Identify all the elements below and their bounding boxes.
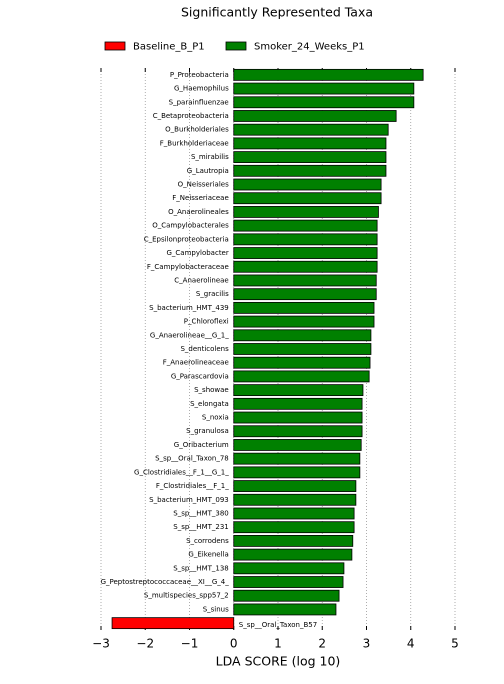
x-tick-label: 1 (274, 637, 282, 651)
chart-title: Significantly Represented Taxa (181, 5, 373, 20)
category-label: C_Anaerolineae (174, 276, 228, 284)
legend-swatch (225, 41, 247, 51)
x-tick-label: −2 (136, 637, 154, 651)
category-label: S_noxia (202, 414, 229, 422)
x-tick-label: 2 (318, 637, 326, 651)
bar (233, 452, 361, 465)
category-label: O_Campylobacterales (152, 222, 229, 230)
bar (233, 151, 387, 163)
x-axis-label: LDA SCORE (log 10) (216, 654, 341, 669)
bar (233, 507, 355, 520)
category-label: G_Campylobacter (167, 249, 229, 257)
category-label: G_Lautropia (187, 167, 229, 175)
category-label: G_Haemophilus (174, 85, 229, 93)
bar (233, 137, 387, 150)
bar (233, 603, 337, 616)
legend-swatch (104, 41, 126, 51)
bar (233, 370, 370, 383)
category-label: G_Anaerolineae__G_1_ (150, 331, 229, 339)
bar (233, 219, 378, 232)
category-label: S_elongata (190, 400, 229, 408)
category-label: G_Clostridiales__F_1__G_1_ (134, 468, 229, 476)
bar (233, 356, 371, 369)
bar (233, 589, 340, 602)
bar (233, 535, 354, 547)
bar (233, 343, 372, 355)
category-label: S_denticolens (180, 345, 229, 353)
category-label: G_Parascardovia (171, 372, 229, 380)
category-label: S_sp__Oral_Taxon_78 (155, 455, 229, 463)
bar (233, 96, 415, 109)
category-label: G_Peptostreptococcaceae__XI__G_4_ (101, 578, 230, 586)
category-label: G_Eikenella (188, 551, 228, 559)
x-tick-label: −1 (181, 637, 199, 651)
bar (233, 548, 353, 561)
category-label: S_sp__Oral_Taxon_B57 (239, 621, 317, 629)
bar (233, 576, 344, 588)
bar (233, 493, 357, 506)
bar (233, 315, 375, 328)
category-label: O_Neisseriales (178, 181, 229, 189)
bar (233, 110, 397, 122)
bar (233, 480, 357, 492)
bar (233, 397, 363, 410)
category-label: O_Anaerolineales (168, 208, 229, 216)
legend-label: Baseline_B_P1 (133, 42, 205, 53)
bar (233, 521, 355, 534)
x-tick-label: 0 (230, 637, 238, 651)
bar (233, 233, 378, 246)
bar (233, 260, 378, 273)
category-label: S_multispecies_spp57_2 (144, 592, 229, 600)
bar (233, 123, 389, 136)
x-tick-label: 5 (451, 637, 459, 651)
bar (233, 68, 424, 81)
category-label: S_gracilis (196, 290, 229, 298)
bar (233, 164, 387, 177)
category-label: F_Burkholderiaceae (160, 139, 229, 147)
bar (233, 425, 363, 438)
bar (111, 617, 235, 630)
x-tick-label: 4 (407, 637, 415, 651)
category-label: F_Neisseriaceae (172, 194, 228, 202)
category-label: S_sp__HMT_380 (173, 509, 228, 517)
bar (233, 562, 345, 575)
category-label: S_granulosa (186, 427, 229, 435)
bar (233, 329, 372, 342)
bar (233, 178, 382, 191)
bar (233, 288, 377, 301)
category-label: F_Anaerolineaceae (163, 359, 229, 367)
category-label: P_Proteobacteria (170, 71, 229, 79)
category-label: P_Chloroflexi (184, 318, 229, 326)
category-label: S_mirabilis (191, 153, 229, 161)
bar (233, 466, 361, 479)
category-label: C_Betaproteobacteria (153, 112, 229, 120)
bar (233, 206, 379, 218)
bar (233, 301, 375, 314)
x-tick-label: −3 (92, 637, 110, 651)
legend-label: Smoker_24_Weeks_P1 (254, 42, 365, 53)
bar (233, 247, 378, 259)
category-label: S_sinus (203, 605, 229, 613)
category-label: F_Clostridiales__F_1_ (156, 482, 229, 490)
category-label: S_bacterium_HMT_093 (149, 496, 229, 504)
category-label: S_bacterium_HMT_439 (149, 304, 229, 312)
category-label: S_sp__HMT_231 (173, 523, 228, 531)
bar (233, 384, 364, 397)
bar (233, 439, 362, 451)
category-label: G_Oribacterium (174, 441, 229, 449)
category-label: S_showae (194, 386, 229, 394)
category-label: F_Campylobacteraceae (147, 263, 229, 271)
category-label: C_Epsilonproteobacteria (144, 235, 229, 243)
category-label: S_corrodens (186, 537, 229, 545)
bar (233, 192, 382, 205)
x-tick-label: 3 (363, 637, 371, 651)
category-label: O_Burkholderiales (165, 126, 229, 134)
bar (233, 411, 363, 424)
bar (233, 274, 377, 287)
bar (233, 82, 415, 95)
category-label: S_sp__HMT_138 (173, 564, 228, 572)
category-label: S_parainfluenzae (169, 98, 229, 106)
